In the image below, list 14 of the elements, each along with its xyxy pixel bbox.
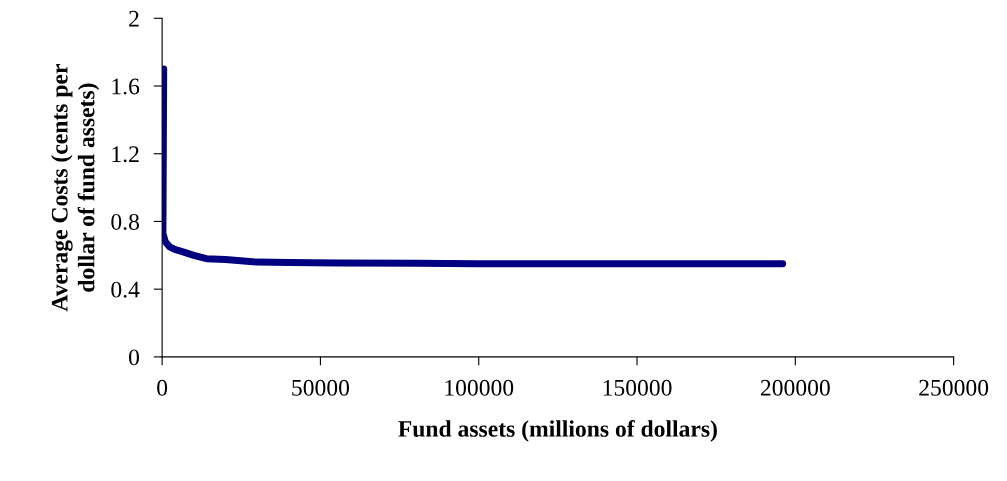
x-tick-label: 150000 — [603, 379, 672, 396]
x-tick-label: 100000 — [445, 379, 514, 396]
x-axis-title: Fund assets (millions of dollars) — [398, 419, 717, 442]
y-tick-label: 1.2 — [112, 146, 139, 163]
y-tick-label: 2 — [129, 10, 139, 27]
x-tick-label: 200000 — [760, 379, 830, 396]
x-tick-label: 250000 — [919, 379, 989, 396]
x-tick-label: 0 — [157, 379, 168, 396]
y-tick-label: 0.4 — [111, 281, 140, 298]
y-tick-label: 0 — [129, 349, 139, 366]
y-axis-title: Average Costs (cents per dollar of fund assets) — [51, 64, 100, 312]
x-tick-label: 50000 — [292, 379, 350, 396]
y-tick-label: 1.6 — [112, 78, 140, 95]
y-tick-label: 0.8 — [111, 213, 139, 230]
